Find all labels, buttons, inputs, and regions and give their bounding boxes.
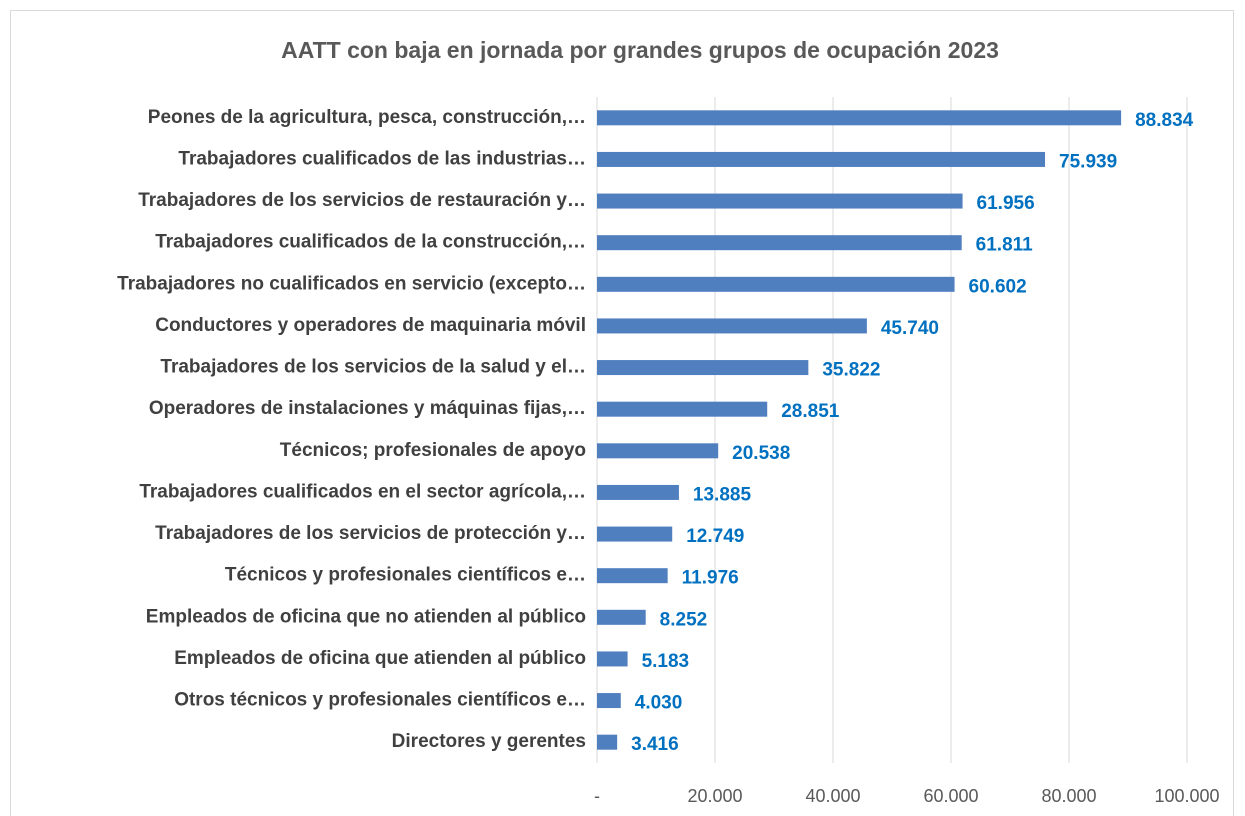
x-tick-label: 80.000 (1041, 786, 1096, 806)
y-tick-label: Operadores de instalaciones y máquinas f… (149, 398, 586, 419)
x-tick-label: 60.000 (923, 786, 978, 806)
y-tick-label: Trabajadores cualificados de las industr… (178, 148, 586, 169)
bar (597, 193, 963, 209)
value-label: 61.811 (976, 235, 1033, 256)
y-tick-label: Trabajadores de los servicios de protecc… (155, 523, 586, 544)
bar (597, 235, 962, 251)
y-tick-label: Otros técnicos y profesionales científic… (174, 690, 586, 711)
value-label: 75.939 (1059, 151, 1117, 172)
bar (597, 734, 618, 750)
bar (597, 360, 809, 376)
y-tick-label: Trabajadores de los servicios de la salu… (160, 357, 586, 378)
value-label: 3.416 (631, 734, 679, 755)
bar (597, 651, 628, 667)
y-tick-label: Trabajadores de los servicios de restaur… (138, 190, 586, 211)
value-label: 45.740 (881, 318, 939, 339)
y-tick-label: Trabajadores no cualificados en servicio… (117, 273, 586, 294)
bar (597, 276, 955, 292)
y-tick-label: Empleados de oficina que atienden al púb… (174, 648, 586, 669)
bar (597, 693, 621, 709)
y-tick-label: Técnicos; profesionales de apoyo (280, 440, 586, 461)
value-label: 88.834 (1135, 110, 1194, 131)
value-label: 12.749 (686, 526, 744, 547)
value-label: 28.851 (781, 401, 840, 422)
y-tick-label: Directores y gerentes (392, 731, 586, 752)
y-tick-label: Trabajadores cualificados de la construc… (155, 232, 586, 253)
value-label: 20.538 (732, 443, 790, 464)
y-tick-label: Conductores y operadores de maquinaria m… (155, 315, 586, 336)
y-tick-label: Trabajadores cualificados en el sector a… (139, 481, 586, 502)
value-label: 8.252 (660, 609, 708, 630)
bar (597, 318, 867, 334)
x-tick-label: 100.000 (1154, 786, 1219, 806)
bar (597, 401, 768, 417)
bar (597, 443, 719, 459)
bar (597, 151, 1046, 167)
chart-title: AATT con baja en jornada por grandes gru… (281, 37, 999, 63)
x-tick-label: 20.000 (687, 786, 742, 806)
x-tick-label: - (594, 786, 600, 806)
value-label: 60.602 (969, 276, 1027, 297)
bar (597, 526, 673, 542)
bar (597, 110, 1122, 126)
x-tick-label: 40.000 (805, 786, 860, 806)
value-label: 35.822 (822, 360, 880, 381)
y-tick-label: Técnicos y profesionales científicos e… (225, 565, 586, 586)
value-label: 61.956 (977, 193, 1035, 214)
value-label: 5.183 (642, 651, 690, 672)
y-tick-label: Peones de la agricultura, pesca, constru… (148, 107, 586, 128)
value-label: 4.030 (635, 693, 683, 714)
bar (597, 609, 646, 625)
y-tick-label: Empleados de oficina que no atienden al … (146, 606, 586, 627)
bar (597, 568, 668, 584)
value-label: 11.976 (682, 568, 739, 589)
bar (597, 484, 679, 500)
value-label: 13.885 (693, 484, 752, 505)
